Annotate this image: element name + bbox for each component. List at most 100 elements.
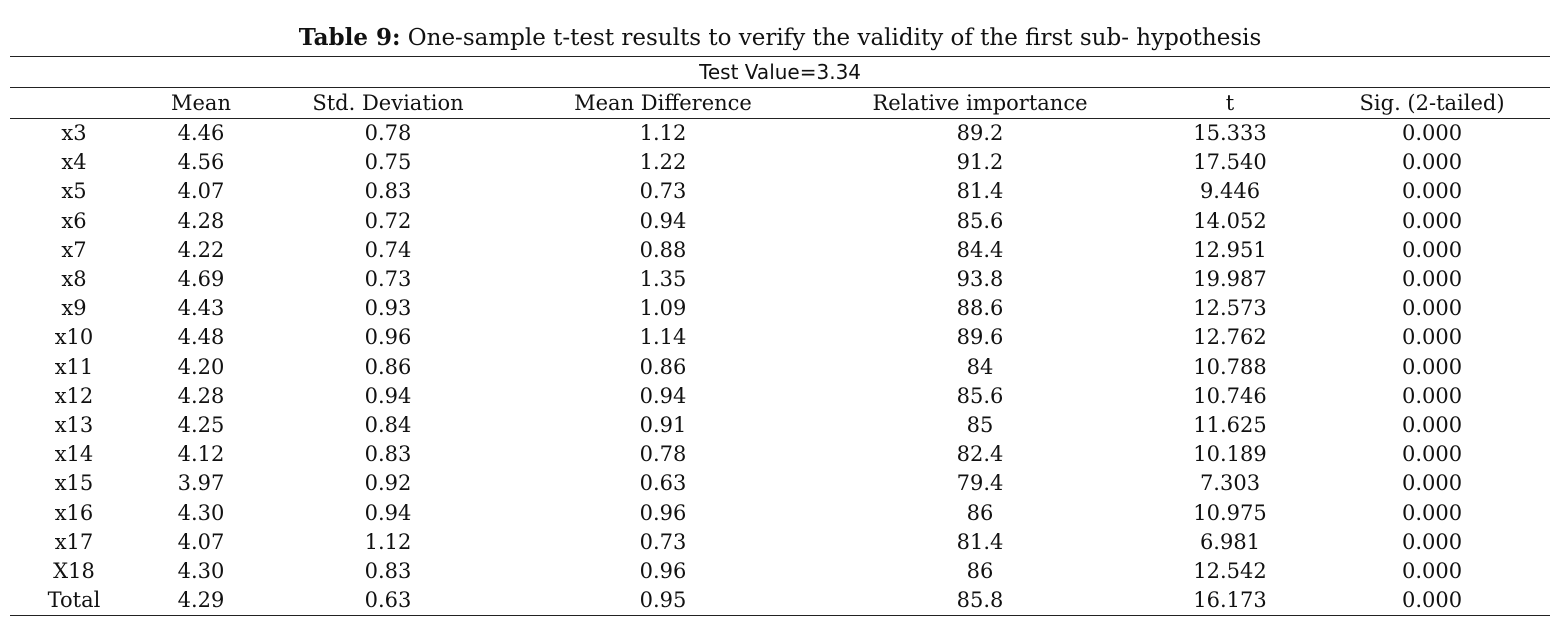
cell-std-deviation: 0.94 bbox=[364, 383, 412, 408]
cell-t: 10.746 bbox=[1193, 383, 1267, 408]
header-cell-sig: Sig. (2-tailed) bbox=[1314, 87, 1551, 119]
cell-std-deviation: 0.74 bbox=[364, 237, 412, 262]
table-row: x10 4.48 0.96 1.14 89.6 12.762 0.000 bbox=[10, 323, 1550, 352]
table-row: x14 4.12 0.83 0.78 82.4 10.189 0.000 bbox=[10, 440, 1550, 469]
cell-relative-importance: 82.4 bbox=[956, 442, 1004, 467]
cell-variable: x11 bbox=[54, 354, 94, 379]
table-row: x6 4.28 0.72 0.94 85.6 14.052 0.000 bbox=[10, 207, 1550, 236]
table-row: x16 4.30 0.94 0.96 86 10.975 0.000 bbox=[10, 498, 1550, 527]
cell-std-deviation: 0.83 bbox=[364, 442, 412, 467]
table-row: x3 4.46 0.78 1.12 89.2 15.333 0.000 bbox=[10, 119, 1550, 149]
cell-relative-importance: 88.6 bbox=[956, 296, 1004, 321]
table-row: x8 4.69 0.73 1.35 93.8 19.987 0.000 bbox=[10, 265, 1550, 294]
cell-std-deviation: 0.75 bbox=[364, 150, 412, 175]
cell-variable: x3 bbox=[61, 121, 87, 146]
cell-variable: x17 bbox=[54, 529, 94, 554]
cell-relative-importance: 86 bbox=[966, 500, 994, 525]
cell-relative-importance: 91.2 bbox=[956, 150, 1004, 175]
cell-mean-difference: 0.73 bbox=[639, 529, 687, 554]
cell-mean: 4.07 bbox=[177, 179, 225, 204]
cell-relative-importance: 89.6 bbox=[956, 325, 1004, 350]
cell-relative-importance: 85.8 bbox=[814, 586, 1146, 617]
caption-label: Table 9: bbox=[298, 24, 401, 51]
cell-mean-difference: 0.63 bbox=[639, 471, 687, 496]
cell-sig: 0.000 bbox=[1401, 208, 1463, 233]
cell-variable: x6 bbox=[61, 208, 87, 233]
table-row: x12 4.28 0.94 0.94 85.6 10.746 0.000 bbox=[10, 382, 1550, 411]
cell-variable: x14 bbox=[54, 442, 94, 467]
cell-mean: 4.48 bbox=[177, 325, 225, 350]
cell-std-deviation: 0.86 bbox=[364, 354, 412, 379]
cell-variable: x9 bbox=[61, 296, 87, 321]
test-value-row: Test Value=3.34 bbox=[10, 56, 1551, 88]
cell-relative-importance: 79.4 bbox=[956, 471, 1004, 496]
cell-t: 12.951 bbox=[1193, 237, 1267, 262]
cell-mean: 4.28 bbox=[177, 208, 225, 233]
cell-sig: 0.000 bbox=[1401, 442, 1463, 467]
table-row: x9 4.43 0.93 1.09 88.6 12.573 0.000 bbox=[10, 294, 1550, 323]
cell-relative-importance: 81.4 bbox=[956, 179, 1004, 204]
header-cell-mean: Mean bbox=[138, 87, 264, 119]
results-table: Test Value=3.34 Mean Std. Deviation Mean… bbox=[10, 56, 1551, 617]
cell-mean-difference: 1.09 bbox=[639, 296, 687, 321]
cell-sig: 0.000 bbox=[1401, 383, 1463, 408]
test-value-label: Test Value=3.34 bbox=[10, 56, 1551, 88]
cell-t: 7.303 bbox=[1199, 471, 1261, 496]
cell-sig: 0.000 bbox=[1401, 354, 1463, 379]
cell-variable: x5 bbox=[61, 179, 87, 204]
cell-variable: X18 bbox=[53, 558, 95, 583]
table-row: x17 4.07 1.12 0.73 81.4 6.981 0.000 bbox=[10, 528, 1550, 557]
cell-mean-difference: 0.96 bbox=[639, 558, 687, 583]
cell-t: 11.625 bbox=[1193, 412, 1267, 437]
cell-relative-importance: 86 bbox=[966, 558, 994, 583]
cell-mean: 4.12 bbox=[177, 442, 225, 467]
cell-std-deviation: 0.84 bbox=[364, 412, 412, 437]
table-row: x15 3.97 0.92 0.63 79.4 7.303 0.000 bbox=[10, 469, 1550, 498]
cell-t: 9.446 bbox=[1199, 179, 1261, 204]
cell-sig: 0.000 bbox=[1401, 500, 1463, 525]
cell-sig: 0.000 bbox=[1401, 150, 1463, 175]
cell-mean-difference: 0.94 bbox=[639, 383, 687, 408]
cell-mean-difference: 0.88 bbox=[639, 237, 687, 262]
cell-mean: 4.25 bbox=[177, 412, 225, 437]
cell-relative-importance: 85.6 bbox=[956, 208, 1004, 233]
table-row: x13 4.25 0.84 0.91 85 11.625 0.000 bbox=[10, 411, 1550, 440]
cell-variable: x16 bbox=[54, 500, 94, 525]
table-body: x3 4.46 0.78 1.12 89.2 15.333 0.000 x4 4.56 0.75 1… bbox=[10, 119, 1551, 617]
cell-sig: 0.000 bbox=[1314, 586, 1551, 617]
cell-mean-difference: 0.94 bbox=[639, 208, 687, 233]
cell-mean-difference: 0.95 bbox=[512, 586, 814, 617]
cell-variable: x12 bbox=[54, 383, 94, 408]
cell-sig: 0.000 bbox=[1401, 471, 1463, 496]
cell-t: 10.975 bbox=[1193, 500, 1267, 525]
table-row: Total 4.29 0.63 0.95 85.8 16.173 0.000 bbox=[10, 586, 1551, 617]
table-row: x5 4.07 0.83 0.73 81.4 9.446 0.000 bbox=[10, 177, 1550, 206]
cell-sig: 0.000 bbox=[1401, 558, 1463, 583]
cell-mean: 4.56 bbox=[177, 150, 225, 175]
cell-t: 10.788 bbox=[1193, 354, 1267, 379]
cell-mean: 4.22 bbox=[177, 237, 225, 262]
cell-mean: 3.97 bbox=[177, 471, 225, 496]
table-row: x11 4.20 0.86 0.86 84 10.788 0.000 bbox=[10, 353, 1550, 382]
cell-t: 12.573 bbox=[1193, 296, 1267, 321]
cell-mean: 4.46 bbox=[177, 121, 225, 146]
cell-t: 12.542 bbox=[1193, 558, 1267, 583]
cell-variable: x13 bbox=[54, 412, 94, 437]
cell-std-deviation: 0.78 bbox=[364, 121, 412, 146]
cell-mean: 4.07 bbox=[177, 529, 225, 554]
cell-mean: 4.30 bbox=[177, 558, 225, 583]
cell-sig: 0.000 bbox=[1401, 121, 1463, 146]
cell-sig: 0.000 bbox=[1401, 529, 1463, 554]
header-cell-t: t bbox=[1146, 87, 1314, 119]
cell-mean-difference: 0.91 bbox=[639, 412, 687, 437]
table-caption: Table 9: One-sample t-test results to ve… bbox=[0, 22, 1560, 54]
cell-t: 10.189 bbox=[1193, 442, 1267, 467]
cell-t: 19.987 bbox=[1193, 267, 1267, 292]
cell-variable: x15 bbox=[54, 471, 94, 496]
cell-sig: 0.000 bbox=[1401, 267, 1463, 292]
cell-variable: Total bbox=[10, 586, 138, 617]
cell-variable: x10 bbox=[54, 325, 94, 350]
cell-std-deviation: 0.73 bbox=[364, 267, 412, 292]
cell-std-deviation: 0.83 bbox=[364, 179, 412, 204]
header-row: Mean Std. Deviation Mean Difference Rela… bbox=[10, 87, 1551, 119]
